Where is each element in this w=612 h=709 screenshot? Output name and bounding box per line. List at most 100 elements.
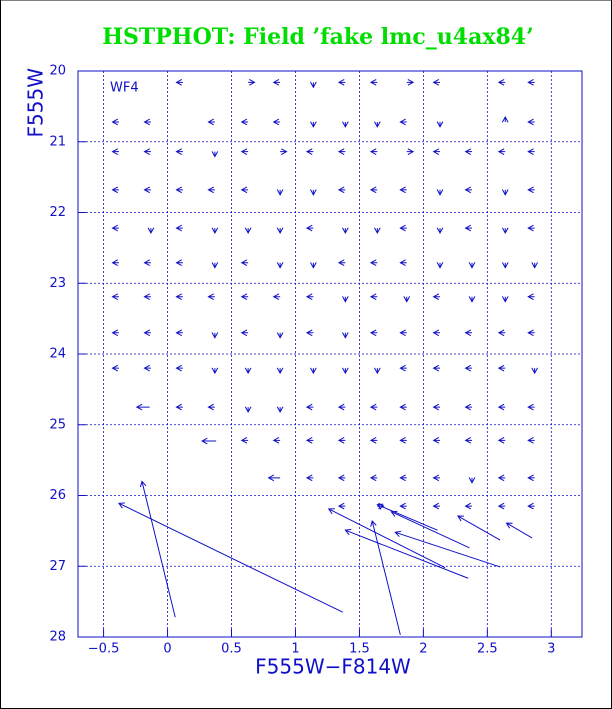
arrow [399, 403, 407, 411]
arrow [432, 436, 441, 444]
arrow [337, 186, 346, 194]
arrow [527, 148, 535, 155]
arrow [111, 293, 119, 301]
arrow [468, 477, 476, 484]
arrow [240, 118, 249, 126]
arrow [111, 148, 119, 155]
arrow [267, 474, 281, 482]
arrow [432, 329, 441, 337]
arrow [369, 293, 378, 301]
arrow [143, 259, 151, 267]
arrow [464, 148, 472, 155]
arrow [399, 474, 407, 482]
arrow [240, 148, 249, 155]
arrow [276, 227, 284, 235]
arrow [497, 502, 506, 510]
arrow [464, 186, 472, 194]
arrow [175, 403, 183, 411]
arrow [342, 332, 349, 339]
arrow [432, 502, 441, 510]
arrow [175, 148, 183, 155]
arrow [139, 480, 176, 618]
arrow [310, 81, 317, 89]
arrow [337, 148, 346, 155]
x-tick-label: −0.5 [88, 642, 120, 657]
arrow [175, 293, 183, 301]
arrow [211, 151, 219, 158]
arrow [143, 148, 151, 155]
arrow [497, 474, 506, 482]
arrow [337, 436, 346, 444]
arrow [369, 148, 378, 155]
arrow [211, 332, 219, 339]
arrow [272, 118, 281, 126]
arrow [344, 528, 469, 579]
arrow [207, 118, 215, 126]
arrow [276, 189, 284, 196]
y-tick-label: 26 [49, 488, 66, 503]
arrow [394, 530, 501, 568]
arrow [468, 296, 476, 303]
x-tick-label: 1.5 [349, 642, 370, 657]
arrow [497, 148, 506, 155]
arrow [342, 296, 349, 303]
arrow [310, 121, 317, 128]
arrow [272, 436, 281, 444]
arrow [432, 293, 441, 301]
arrow [527, 186, 535, 194]
arrow [175, 186, 183, 194]
arrow [527, 293, 535, 301]
arrow [436, 121, 444, 128]
arrow [175, 364, 183, 372]
arrow [432, 148, 441, 155]
arrow [244, 227, 252, 235]
arrow [280, 148, 288, 155]
arrow [464, 224, 472, 232]
arrow [527, 118, 535, 126]
arrow [305, 436, 314, 444]
arrow [399, 436, 407, 444]
arrow [207, 186, 215, 194]
y-axis-label: F555W [24, 68, 48, 138]
y-tick-label: 22 [49, 205, 66, 220]
arrow [369, 186, 378, 194]
x-tick-label: 0 [163, 642, 171, 657]
arrow [399, 502, 407, 510]
arrow [143, 364, 151, 372]
arrow [305, 293, 314, 301]
arrow [248, 79, 256, 86]
arrow [369, 259, 378, 267]
arrow [497, 79, 506, 86]
arrow [464, 436, 472, 444]
arrow [272, 293, 281, 301]
arrow [310, 189, 317, 196]
arrow [432, 474, 441, 482]
arrow [305, 148, 314, 155]
arrow [374, 227, 381, 235]
arrow [143, 118, 151, 126]
arrow [337, 79, 346, 86]
arrow [531, 262, 538, 269]
arrow [342, 227, 349, 235]
arrow [403, 296, 411, 303]
arrow [240, 186, 249, 194]
annotation: WF4 [110, 81, 139, 96]
arrow [276, 262, 284, 269]
arrow [399, 329, 407, 337]
arrow [527, 79, 535, 86]
arrow [143, 186, 151, 194]
y-tick-label: 27 [49, 559, 66, 574]
arrow [175, 259, 183, 267]
arrow [464, 364, 472, 372]
arrow [272, 79, 281, 86]
arrow [240, 259, 249, 267]
arrow [147, 227, 155, 235]
arrow [337, 259, 346, 267]
arrow [527, 436, 535, 444]
chart-title: HSTPHOT: Field ’fake lmc_u4ax84’ [102, 24, 534, 50]
arrow [111, 259, 119, 267]
arrow [244, 367, 252, 375]
arrow [276, 332, 284, 339]
arrow [497, 403, 506, 411]
arrow [175, 329, 183, 337]
